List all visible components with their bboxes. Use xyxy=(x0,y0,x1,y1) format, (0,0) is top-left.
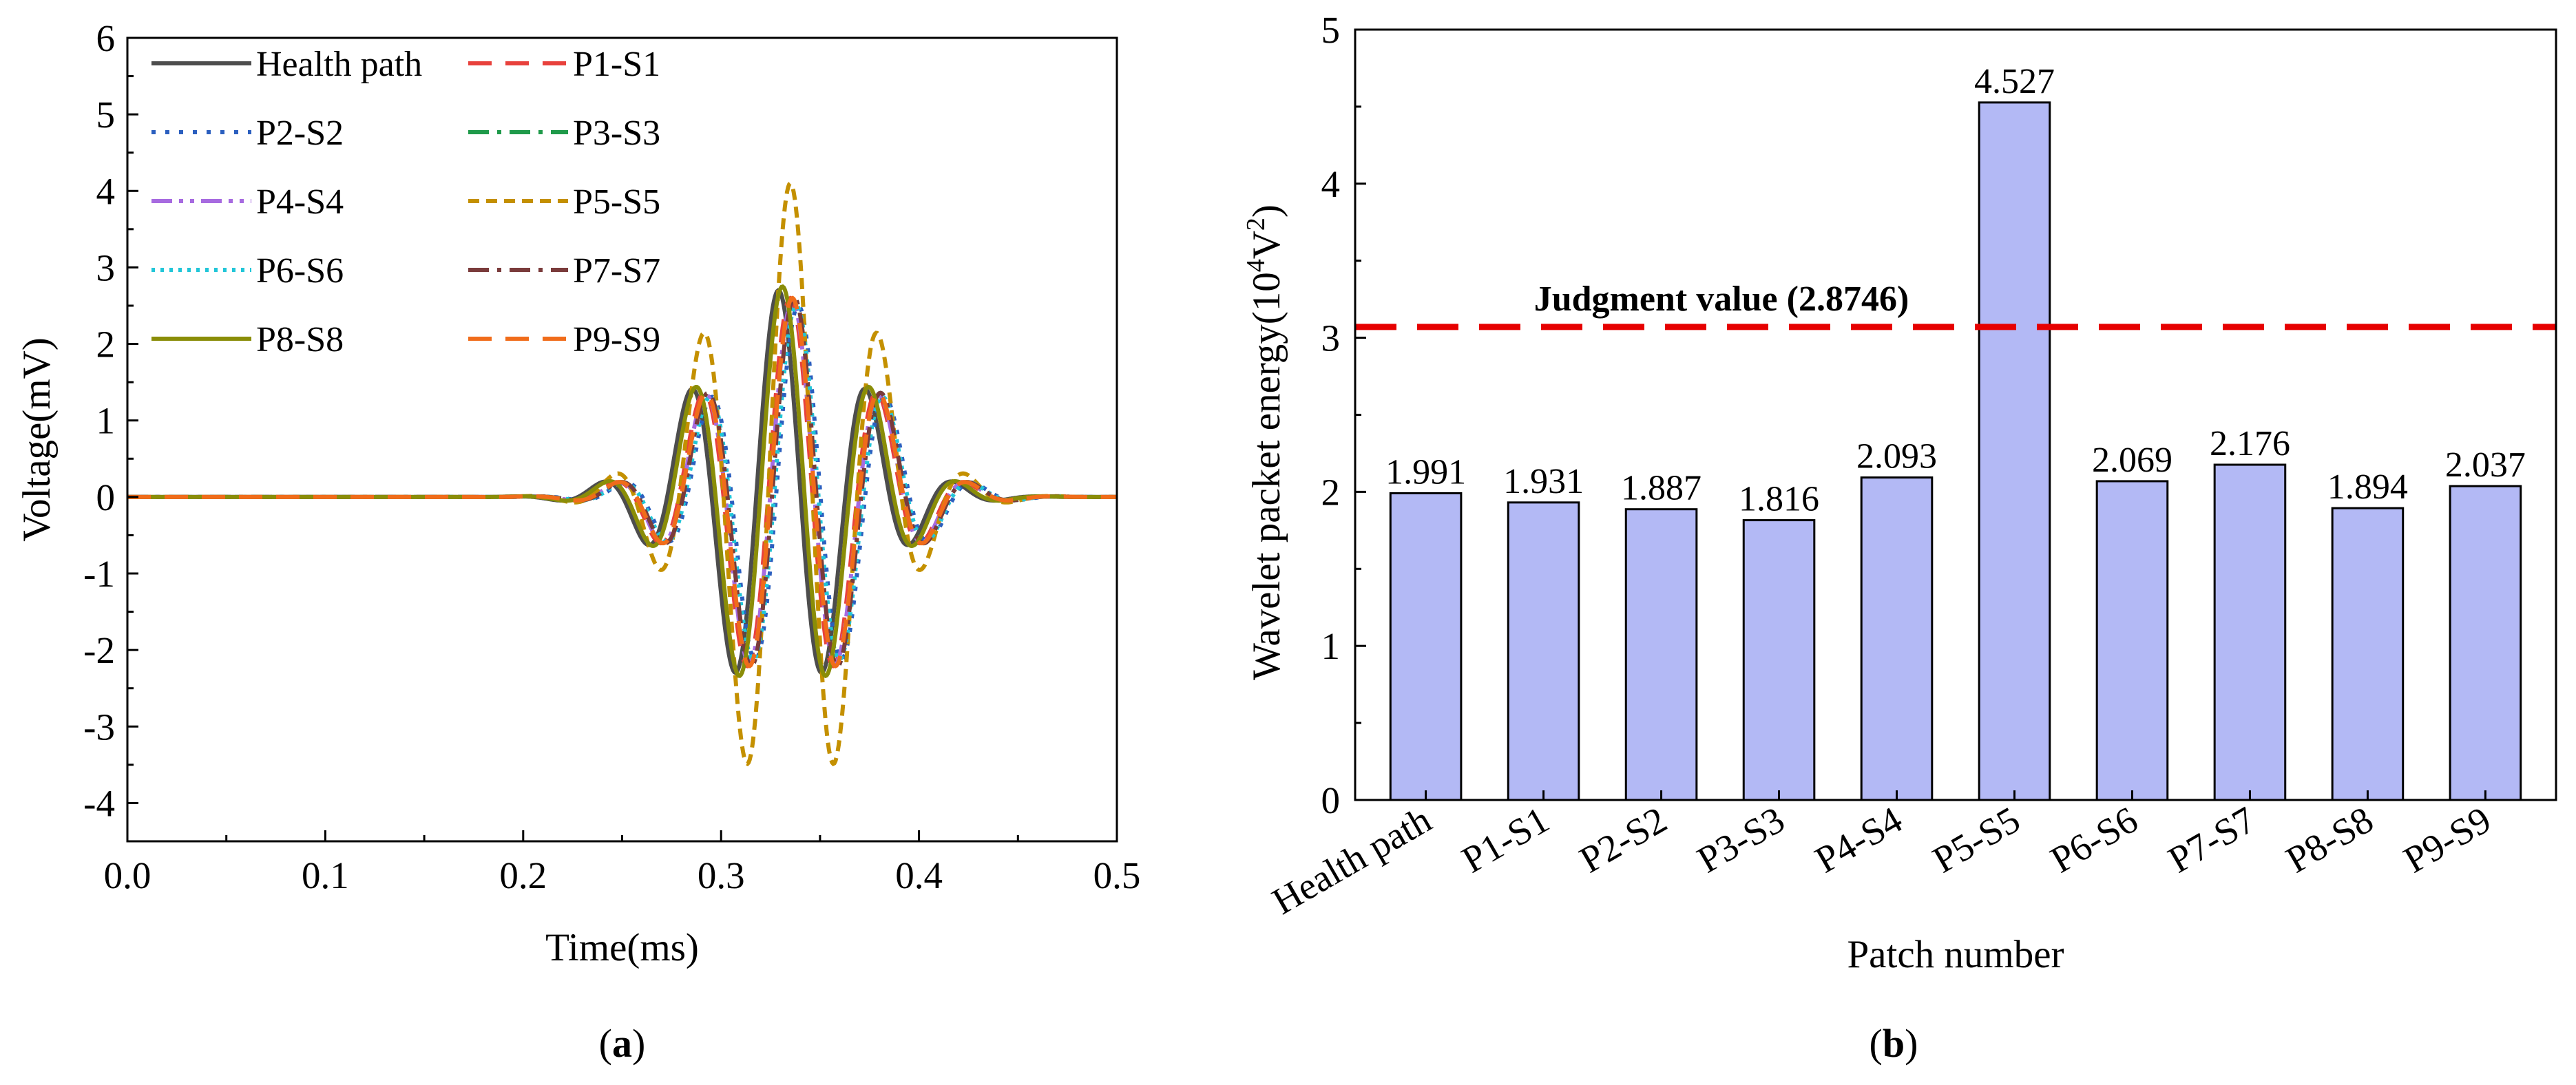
b-category-label-2: P2-S2 xyxy=(1573,799,1674,881)
a-legend-label-7: P7-S7 xyxy=(573,251,660,291)
panel-a-line-chart: 0.0 0.1 0.2 0.3 0.4 0.5 6 5 4 3 2 1 0 -1 -2 -3 -4 Health… xyxy=(15,17,1140,1066)
b-ylabel-sup: 4 xyxy=(1242,259,1270,272)
b-value-label-9: 2.037 xyxy=(2445,445,2526,485)
a-x-tick-label: 0.0 xyxy=(104,854,151,896)
a-legend-label-4: P4-S4 xyxy=(256,182,344,222)
a-y-tick-label: 4 xyxy=(96,170,116,212)
b-bar-4 xyxy=(1860,476,1934,801)
a-caption: (a) xyxy=(599,1021,646,1066)
a-series-line-9 xyxy=(127,295,1117,668)
a-legend-label-1: P1-S1 xyxy=(573,45,660,84)
a-series-group xyxy=(127,180,1117,767)
b-bar-5 xyxy=(1978,101,2051,801)
b-category-label-7: P7-S7 xyxy=(2161,799,2262,881)
a-x-axis-label: Time(ms) xyxy=(545,926,699,969)
b-y-tick-label: 3 xyxy=(1321,317,1341,359)
a-axis-ticks: 0.0 0.1 0.2 0.3 0.4 0.5 6 5 4 3 2 1 0 -1 -2 -3 -4 xyxy=(83,17,1140,896)
b-y-tick-label: 2 xyxy=(1321,471,1341,513)
b-axis-ticks: 0 1 2 3 4 5 xyxy=(1321,9,2486,821)
a-y-tick-label: 2 xyxy=(96,324,116,366)
b-category-label-5: P5-S5 xyxy=(1926,799,2027,881)
b-value-label-4: 2.093 xyxy=(1856,437,1937,476)
a-y-tick-label: 1 xyxy=(96,400,116,442)
a-legend-label-2: P2-S2 xyxy=(256,114,344,153)
b-ylabel-unit: V xyxy=(1245,231,1288,259)
b-ylabel-unit-sup: 2 xyxy=(1242,218,1270,231)
a-caption-letter: a xyxy=(612,1021,632,1066)
a-x-tick-label: 0.3 xyxy=(698,854,745,896)
a-plot-frame xyxy=(126,36,1118,843)
a-legend-label-0: Health path xyxy=(256,45,422,84)
b-category-label-0: Health path xyxy=(1265,799,1438,923)
a-legend-label-9: P9-S9 xyxy=(573,320,660,359)
a-y-tick-label: 6 xyxy=(96,17,116,59)
a-y-tick-label: -1 xyxy=(83,553,115,595)
a-y-axis-label: Voltage(mV) xyxy=(15,337,59,542)
b-value-label-8: 1.894 xyxy=(2327,467,2408,507)
b-value-label-0: 1.991 xyxy=(1385,452,1466,492)
b-bar-0 xyxy=(1389,492,1463,801)
b-category-label-9: P9-S9 xyxy=(2396,799,2498,881)
b-ylabel-main: Wavelet packet energy(10 xyxy=(1245,272,1288,680)
b-category-label-3: P3-S3 xyxy=(1690,799,1792,881)
a-y-tick-label: 0 xyxy=(96,476,116,518)
b-category-label-4: P4-S4 xyxy=(1808,799,1909,881)
b-value-label-5: 4.527 xyxy=(1974,62,2055,101)
b-category-label-8: P8-S8 xyxy=(2279,799,2380,881)
b-category-label-1: P1-S1 xyxy=(1455,799,1556,881)
b-y-tick-label: 5 xyxy=(1321,9,1341,51)
b-y-tick-label: 4 xyxy=(1321,163,1341,205)
b-category-labels: Health path P1-S1 P2-S2 P3-S3 P4-S4 P5-S5 P6-S… xyxy=(1265,799,2498,923)
b-threshold-label: Judgment value (2.8746) xyxy=(1534,280,1909,319)
b-bar-9 xyxy=(2449,485,2522,801)
b-ylabel-close: ) xyxy=(1245,204,1288,218)
b-bar-3 xyxy=(1742,519,1816,801)
a-x-tick-label: 0.1 xyxy=(302,854,349,896)
b-caption-letter: b xyxy=(1883,1021,1905,1066)
a-y-tick-label: -3 xyxy=(83,706,115,748)
a-y-tick-label: 3 xyxy=(96,246,116,288)
a-y-tick-label: -4 xyxy=(83,782,115,824)
b-x-axis-label: Patch number xyxy=(1847,933,2064,976)
a-legend-label-6: P6-S6 xyxy=(256,251,344,291)
a-y-tick-label: 5 xyxy=(96,94,116,136)
b-category-label-6: P6-S6 xyxy=(2043,799,2144,881)
b-value-label-1: 1.931 xyxy=(1503,462,1584,501)
a-legend: Health path P1-S1 P2-S2 P3-S3 P4-S4 P5-S5 P6-S… xyxy=(151,45,660,359)
b-value-label-2: 1.887 xyxy=(1621,469,1701,508)
b-y-tick-label: 0 xyxy=(1321,779,1341,821)
b-bar-1 xyxy=(1507,501,1580,801)
b-caption: (b) xyxy=(1870,1021,1918,1066)
b-value-label-7: 2.176 xyxy=(2210,424,2290,463)
b-bar-2 xyxy=(1624,508,1698,801)
b-bars-group: 1.991 1.931 1.887 1.816 2.093 4.527 2.069 2.176… xyxy=(1385,62,2526,801)
a-legend-label-3: P3-S3 xyxy=(573,114,660,153)
b-y-tick-label: 1 xyxy=(1321,625,1341,667)
a-legend-label-8: P8-S8 xyxy=(256,320,344,359)
b-bar-8 xyxy=(2331,507,2405,801)
a-x-tick-label: 0.2 xyxy=(499,854,547,896)
panel-b-bar-chart: 1.991 1.931 1.887 1.816 2.093 4.527 2.069 2.176… xyxy=(1242,9,2557,1066)
b-bar-6 xyxy=(2095,480,2169,801)
a-x-tick-label: 0.5 xyxy=(1093,854,1141,896)
b-y-axis-label: Wavelet packet energy(104V2) xyxy=(1242,204,1288,680)
a-legend-label-5: P5-S5 xyxy=(573,182,660,222)
b-value-label-6: 2.069 xyxy=(2092,441,2172,480)
a-y-tick-label: -2 xyxy=(83,629,115,671)
a-x-tick-label: 0.4 xyxy=(895,854,943,896)
b-value-label-3: 1.816 xyxy=(1739,480,1819,519)
b-bar-7 xyxy=(2213,463,2287,801)
